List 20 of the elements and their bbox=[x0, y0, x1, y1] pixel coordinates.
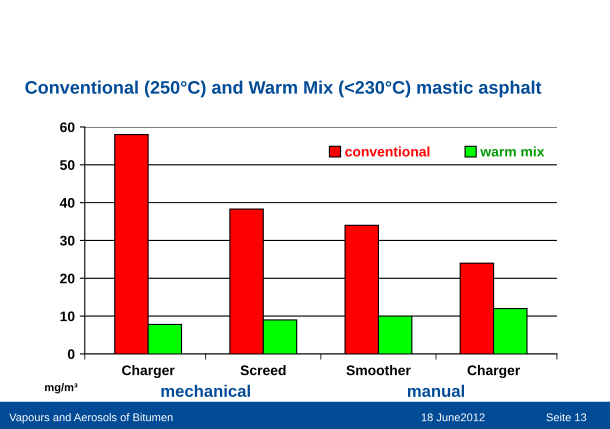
y-tick-label: 30 bbox=[60, 236, 74, 246]
text: manual bbox=[408, 384, 464, 397]
y-tick-label: 10 bbox=[60, 311, 74, 322]
x-tick-label: Charger bbox=[468, 365, 520, 378]
text: 18 June2012 bbox=[422, 413, 485, 422]
x-tick-label: Smoother bbox=[346, 365, 411, 376]
legend-label: warm mix bbox=[480, 146, 544, 157]
text: mechanical bbox=[161, 384, 250, 397]
x-tick-label: Charger bbox=[122, 365, 175, 378]
chart-title: Conventional (250°C) and Warm Mix (<230°C) mastic asphalt bbox=[25, 80, 542, 98]
y-tick-label: 50 bbox=[60, 160, 74, 170]
y-tick-label: 60 bbox=[60, 122, 74, 132]
x-tick-label: Screed bbox=[240, 365, 286, 376]
y-tick-label: 40 bbox=[60, 198, 74, 208]
legend-label: conventional bbox=[345, 146, 430, 157]
y-tick-label: 20 bbox=[60, 274, 74, 284]
text: mg/m³ bbox=[45, 383, 78, 394]
y-tick-label: 0 bbox=[68, 349, 74, 360]
text: Seite 13 bbox=[546, 413, 586, 422]
text: Vapours and Aerosols of Bitumen bbox=[9, 413, 173, 424]
